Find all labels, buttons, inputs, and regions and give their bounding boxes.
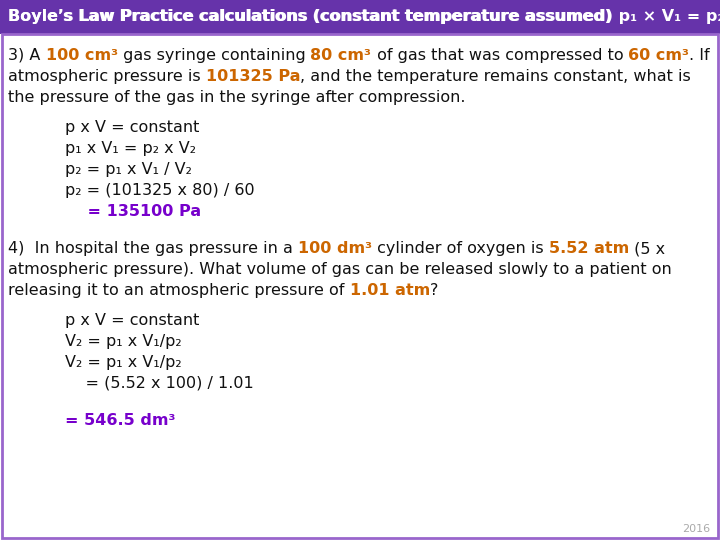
Text: = (5.52 x 100) / 1.01: = (5.52 x 100) / 1.01 xyxy=(65,376,253,391)
Text: 3) A: 3) A xyxy=(8,48,45,63)
Text: p x V = constant: p x V = constant xyxy=(65,313,199,328)
Bar xyxy=(0,0,720,34)
Text: . If: . If xyxy=(689,48,710,63)
Text: ?: ? xyxy=(430,283,438,298)
Text: V₂ = p₁ x V₁/p₂: V₂ = p₁ x V₁/p₂ xyxy=(65,355,181,370)
Text: Boyle’s Law Practice calculations (constant temperature assumed) p₁ × V₁ = p₂ × : Boyle’s Law Practice calculations (const… xyxy=(8,10,720,24)
Text: 60 cm³: 60 cm³ xyxy=(629,48,689,63)
Text: V₂ = p₁ x V₁/p₂: V₂ = p₁ x V₁/p₂ xyxy=(65,334,181,349)
Text: = 546.5 dm³: = 546.5 dm³ xyxy=(65,413,176,428)
Text: 100 cm³: 100 cm³ xyxy=(45,48,117,63)
Text: releasing it to an atmospheric pressure of: releasing it to an atmospheric pressure … xyxy=(8,283,349,298)
Text: cylinder of oxygen is: cylinder of oxygen is xyxy=(372,241,549,256)
Text: 100 dm³: 100 dm³ xyxy=(298,241,372,256)
Text: p₂ = (101325 x 80) / 60: p₂ = (101325 x 80) / 60 xyxy=(65,183,255,198)
Text: the pressure of the gas in the syringe after compression.: the pressure of the gas in the syringe a… xyxy=(8,90,466,105)
Text: Boyle's Law Practice calculations (constant temperature assumed): Boyle's Law Practice calculations (const… xyxy=(8,10,618,24)
Text: p₁ x V₁ = p₂ x V₂: p₁ x V₁ = p₂ x V₂ xyxy=(65,141,196,156)
Text: (5 x: (5 x xyxy=(629,241,665,256)
Text: 5.52 atm: 5.52 atm xyxy=(549,241,629,256)
Text: of gas that was compressed to: of gas that was compressed to xyxy=(372,48,629,63)
Text: atmospheric pressure is: atmospheric pressure is xyxy=(8,69,206,84)
Text: = 135100 Pa: = 135100 Pa xyxy=(65,204,201,219)
Text: 80 cm³: 80 cm³ xyxy=(310,48,372,63)
Text: 101325 Pa: 101325 Pa xyxy=(206,69,300,84)
Text: p₂ = p₁ x V₁ / V₂: p₂ = p₁ x V₁ / V₂ xyxy=(65,162,192,177)
Text: , and the temperature remains constant, what is: , and the temperature remains constant, … xyxy=(300,69,691,84)
Text: atmospheric pressure). What volume of gas can be released slowly to a patient on: atmospheric pressure). What volume of ga… xyxy=(8,262,672,277)
Text: 4)  In hospital the gas pressure in a: 4) In hospital the gas pressure in a xyxy=(8,241,298,256)
Text: p x V = constant: p x V = constant xyxy=(65,120,199,135)
Text: 1.01 atm: 1.01 atm xyxy=(349,283,430,298)
Text: 2016: 2016 xyxy=(682,524,710,534)
Text: gas syringe containing: gas syringe containing xyxy=(117,48,310,63)
